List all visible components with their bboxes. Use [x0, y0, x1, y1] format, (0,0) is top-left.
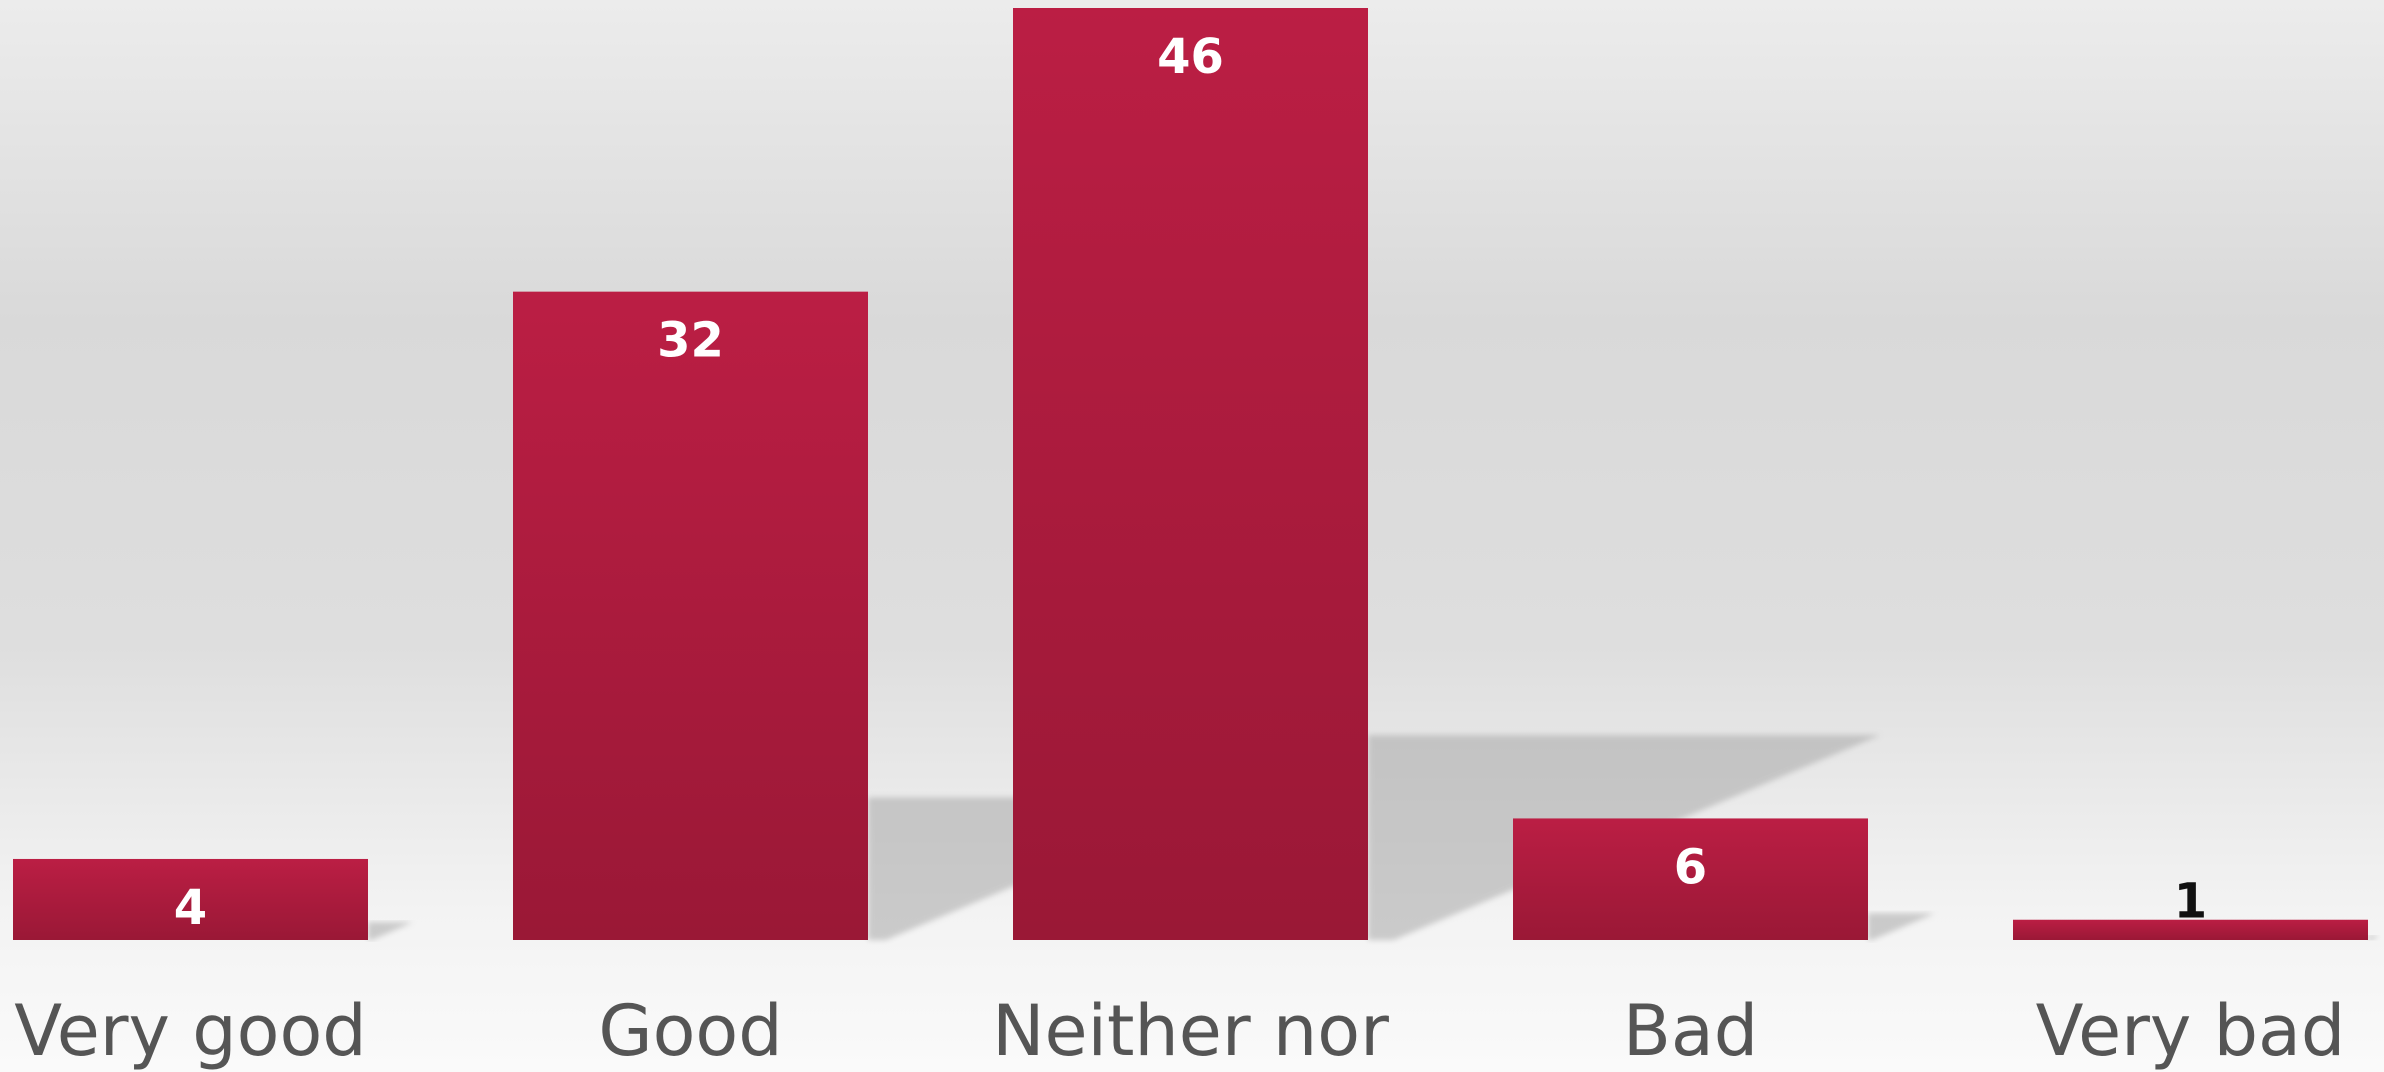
category-label-very-good: Very good — [14, 990, 367, 1072]
bar-shadow-bad — [1868, 913, 1935, 940]
category-label-very-bad: Very bad — [2036, 990, 2346, 1072]
bar-neither-nor — [1013, 8, 1368, 940]
value-label-good: 32 — [657, 313, 724, 369]
value-label-bad: 6 — [1674, 839, 1707, 895]
bar-bad — [1513, 818, 1868, 940]
value-label-very-good: 4 — [174, 880, 207, 936]
bar-good — [513, 291, 868, 940]
category-labels: Very good Good Neither nor Bad Very bad — [14, 990, 2345, 1072]
bar-shadow-very-good — [368, 922, 413, 940]
category-label-bad: Bad — [1623, 990, 1758, 1072]
category-label-neither-nor: Neither nor — [992, 990, 1389, 1072]
value-label-very-bad: 1 — [2174, 874, 2207, 930]
bars — [13, 8, 2368, 940]
value-labels: 4 32 46 6 1 — [174, 29, 2207, 936]
bar-very-bad — [2013, 919, 2368, 940]
value-label-neither-nor: 46 — [1157, 29, 1224, 85]
bar-shadow-very-bad — [2368, 935, 2380, 940]
bar-very-good — [13, 858, 368, 940]
category-label-good: Good — [598, 990, 782, 1072]
